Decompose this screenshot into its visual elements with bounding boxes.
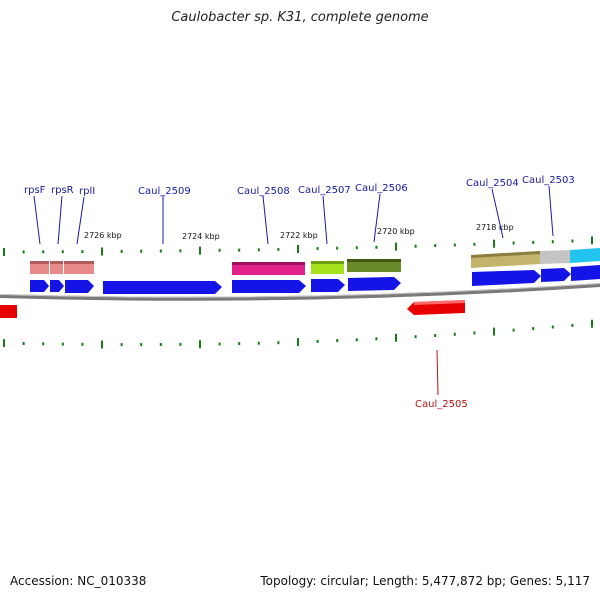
gene-label-rpsR[interactable]: rpsR	[51, 185, 74, 196]
gene-label-Caul_2505[interactable]: Caul_2505	[415, 399, 468, 410]
cds-arrow-Caul_2507[interactable]	[311, 279, 345, 292]
cds-arrow-Caul_2506[interactable]	[348, 277, 401, 291]
genome-backbone	[0, 283, 600, 301]
gene-label-Caul_2504[interactable]: Caul_2504	[466, 178, 519, 189]
scale-label-2720: 2720 kbp	[377, 227, 415, 236]
accession-text: Accession: NC_010338	[10, 574, 147, 588]
gene-label-Caul_2509[interactable]: Caul_2509	[138, 186, 191, 197]
map-title: Caulobacter sp. K31, complete genome	[171, 10, 429, 25]
cds-arrow-rpsF[interactable]	[30, 280, 49, 292]
feature-Caul_2503[interactable]	[540, 250, 570, 264]
feature-Caul_2506[interactable]	[347, 259, 401, 272]
gene-label-Caul_2508[interactable]: Caul_2508	[237, 186, 290, 197]
tick-row-top	[3, 236, 593, 256]
cds-arrow-left-edge[interactable]	[0, 305, 17, 318]
scale-label-2718: 2718 kbp	[476, 223, 514, 232]
feature-Caul_2507[interactable]	[311, 261, 344, 274]
feature-Caul_2508[interactable]	[232, 262, 305, 275]
scale-label-2722: 2722 kbp	[280, 231, 318, 240]
cds-arrow-Caul_2509[interactable]	[103, 281, 222, 294]
cds-arrow-Caul_2503[interactable]	[541, 268, 571, 282]
cds-track	[30, 265, 600, 294]
genome-summary-text: Topology: circular; Length: 5,477,872 bp…	[260, 574, 590, 588]
feature-rpsR[interactable]	[50, 261, 63, 274]
gene-label-rpsF[interactable]: rpsF	[24, 185, 46, 196]
cds-arrow-Caul_2504[interactable]	[472, 270, 541, 286]
cds-arrow-rpsR[interactable]	[50, 280, 64, 292]
gene-label-Caul_2506[interactable]: Caul_2506	[355, 183, 408, 194]
scale-label-2724: 2724 kbp	[182, 232, 220, 241]
reverse-track	[0, 300, 465, 318]
scale-label-2726: 2726 kbp	[84, 231, 122, 240]
gene-leader-lines	[33, 185, 554, 245]
feature-rpsF[interactable]	[30, 261, 49, 274]
cds-arrow-rplI[interactable]	[65, 280, 94, 293]
cds-arrow-Caul_2508[interactable]	[232, 280, 306, 293]
gene-label-Caul_2507[interactable]: Caul_2507	[298, 185, 351, 196]
feature-track	[30, 248, 600, 275]
tick-row-bottom	[3, 319, 593, 349]
leader-line-Caul_2505	[436, 349, 439, 396]
gene-label-Caul_2503[interactable]: Caul_2503	[522, 175, 575, 186]
feature-rplI[interactable]	[64, 261, 94, 274]
cds-arrow-edge[interactable]	[571, 265, 600, 281]
gene-label-rplI[interactable]: rplI	[79, 186, 95, 197]
